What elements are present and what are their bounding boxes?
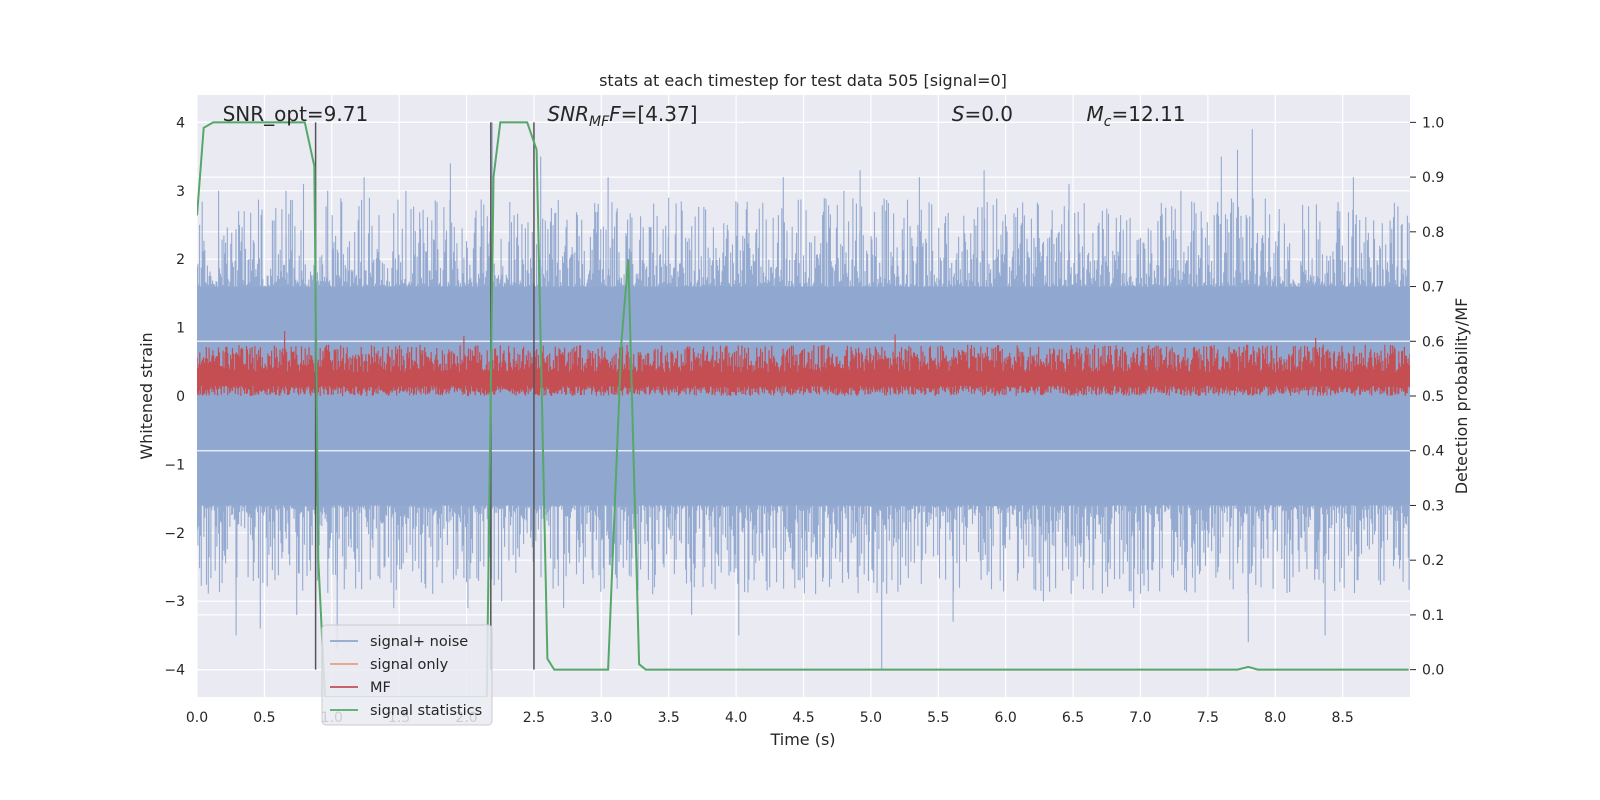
y-axis-left-ticks: 4 3 2 1 0 −1 −2 −3 −4 — [164, 115, 185, 678]
y-right-tick-label: 0.2 — [1422, 553, 1444, 569]
x-tick-label: 3.5 — [658, 710, 680, 726]
legend-label: signal+ noise — [370, 634, 468, 650]
series-mf — [197, 331, 1410, 396]
y-right-tick-label: 0.3 — [1422, 498, 1444, 514]
legend-label: signal statistics — [370, 703, 482, 719]
y-right-tick-label: 0.1 — [1422, 608, 1444, 624]
legend-box — [321, 624, 493, 726]
x-tick-label: 0.5 — [253, 710, 275, 726]
legend: signal+ noise signal only MF signal statist… — [321, 624, 493, 726]
y-left-tick-label: 0 — [176, 389, 185, 405]
y-axis-right-ticks: 1.0 0.9 0.8 0.7 0.6 0.5 0.4 0.3 0.2 0.1 0.0 — [1410, 115, 1444, 679]
y-axis-right-label: Detection probability/MF — [1452, 298, 1471, 495]
y-right-tick-label: 0.4 — [1422, 444, 1444, 460]
x-axis-label: Time (s) — [769, 730, 835, 749]
y-right-tick-label: 1.0 — [1422, 115, 1444, 131]
x-tick-label: 2.5 — [523, 710, 545, 726]
chart-title: stats at each timestep for test data 505… — [599, 71, 1007, 90]
y-left-tick-label: 2 — [176, 252, 185, 268]
x-tick-label: 8.5 — [1331, 710, 1353, 726]
series-signal-plus-noise — [197, 122, 1410, 670]
y-left-tick-label: −3 — [164, 594, 185, 610]
y-left-tick-label: −1 — [164, 457, 185, 473]
annotation-s-stat: S=0.0 — [952, 102, 1013, 126]
y-axis-left-label: Whitened strain — [137, 332, 156, 459]
y-right-tick-label: 0.0 — [1422, 663, 1444, 679]
x-tick-label: 5.0 — [860, 710, 882, 726]
x-tick-label: 6.0 — [995, 710, 1017, 726]
legend-label: MF — [370, 680, 391, 696]
y-right-tick-label: 0.5 — [1422, 389, 1444, 405]
y-left-tick-label: 3 — [176, 184, 185, 200]
signal-statistics-line — [197, 121, 1409, 697]
x-tick-label: 4.0 — [725, 710, 747, 726]
x-tick-label: 4.5 — [792, 710, 814, 726]
y-right-tick-label: 0.7 — [1422, 280, 1444, 296]
annotation-snr-mf: SNRMFF=[4.37] — [547, 102, 697, 130]
x-tick-label: 7.5 — [1197, 710, 1219, 726]
x-tick-label: 5.5 — [927, 710, 949, 726]
x-tick-label: 8.0 — [1264, 710, 1286, 726]
y-left-tick-label: 1 — [176, 321, 185, 337]
annotation-snr-opt: SNR_opt=9.71 — [223, 102, 369, 126]
annotations: SNR_opt=9.71 SNRMFF=[4.37] S=0.0 Mc=12.11 — [223, 102, 1186, 130]
y-left-tick-label: −2 — [164, 526, 185, 542]
x-tick-label: 7.0 — [1129, 710, 1151, 726]
x-tick-label: 6.5 — [1062, 710, 1084, 726]
y-right-tick-label: 0.9 — [1422, 170, 1444, 186]
legend-label: signal only — [370, 657, 449, 673]
series-signal-statistics — [197, 121, 1409, 697]
y-right-tick-label: 0.8 — [1422, 225, 1444, 241]
x-tick-label: 3.0 — [590, 710, 612, 726]
x-tick-label: 0.0 — [186, 710, 208, 726]
y-right-tick-label: 0.6 — [1422, 334, 1444, 350]
mf-trace — [197, 331, 1410, 396]
annotation-mc: Mc=12.11 — [1087, 102, 1186, 130]
y-left-tick-label: −4 — [164, 663, 185, 679]
y-left-tick-label: 4 — [176, 115, 185, 131]
